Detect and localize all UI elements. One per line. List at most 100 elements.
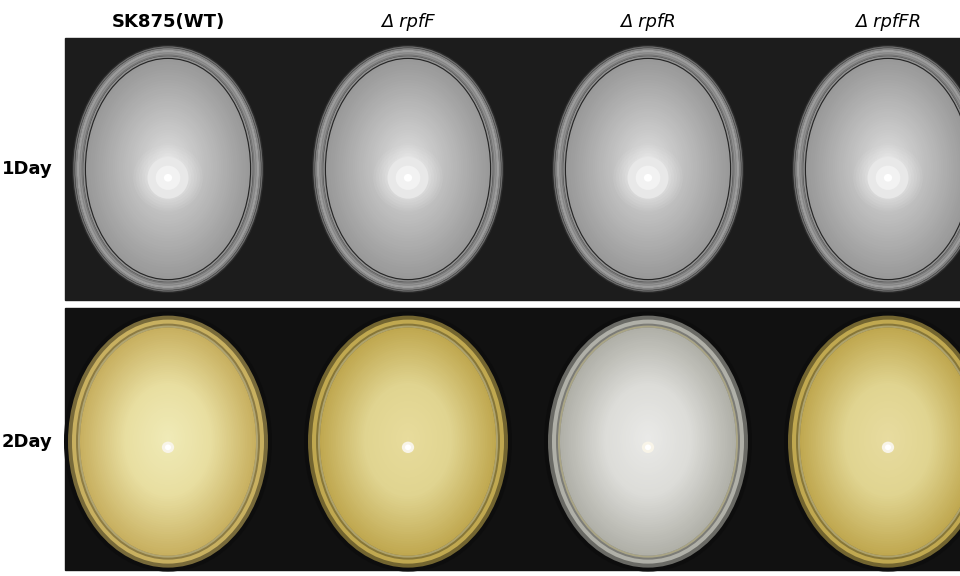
Ellipse shape [396, 166, 420, 190]
Ellipse shape [361, 378, 455, 502]
Ellipse shape [857, 124, 919, 207]
Ellipse shape [149, 414, 187, 464]
Ellipse shape [369, 114, 447, 218]
Ellipse shape [583, 80, 713, 256]
Ellipse shape [367, 111, 449, 221]
Ellipse shape [868, 158, 908, 197]
Ellipse shape [101, 354, 235, 528]
Ellipse shape [359, 376, 457, 504]
Ellipse shape [154, 164, 182, 192]
Ellipse shape [853, 119, 923, 213]
Text: 2Day: 2Day [2, 433, 53, 450]
Ellipse shape [874, 145, 902, 184]
Ellipse shape [607, 111, 689, 221]
Ellipse shape [587, 361, 709, 520]
Ellipse shape [796, 324, 960, 560]
Ellipse shape [126, 385, 210, 495]
Ellipse shape [139, 150, 197, 205]
Ellipse shape [835, 372, 941, 509]
Ellipse shape [334, 70, 482, 267]
Ellipse shape [877, 150, 899, 178]
Ellipse shape [636, 167, 660, 189]
Ellipse shape [872, 143, 904, 187]
Ellipse shape [808, 62, 960, 276]
Ellipse shape [392, 143, 424, 187]
Ellipse shape [564, 332, 732, 551]
Ellipse shape [626, 135, 670, 195]
Ellipse shape [94, 70, 242, 267]
Ellipse shape [886, 176, 890, 180]
Ellipse shape [597, 98, 699, 236]
Ellipse shape [882, 156, 894, 172]
Ellipse shape [394, 420, 422, 457]
Ellipse shape [823, 80, 953, 256]
Ellipse shape [788, 316, 960, 567]
Ellipse shape [352, 93, 464, 241]
Text: SK875(WT): SK875(WT) [111, 13, 225, 31]
Ellipse shape [612, 116, 684, 215]
Ellipse shape [615, 122, 681, 210]
Ellipse shape [162, 172, 174, 183]
Ellipse shape [859, 127, 917, 204]
Ellipse shape [401, 429, 415, 448]
Ellipse shape [852, 394, 924, 485]
Ellipse shape [132, 394, 204, 485]
Ellipse shape [828, 363, 948, 518]
Ellipse shape [117, 98, 219, 236]
Ellipse shape [379, 127, 437, 204]
Ellipse shape [350, 90, 466, 244]
Ellipse shape [142, 405, 194, 473]
Ellipse shape [87, 336, 249, 546]
Ellipse shape [632, 418, 664, 459]
Ellipse shape [634, 420, 662, 457]
Ellipse shape [154, 420, 182, 457]
Ellipse shape [846, 385, 930, 495]
Ellipse shape [870, 140, 906, 190]
Ellipse shape [312, 320, 504, 564]
Ellipse shape [84, 332, 252, 551]
Ellipse shape [587, 85, 709, 250]
Ellipse shape [164, 174, 172, 181]
Ellipse shape [109, 365, 227, 516]
Ellipse shape [876, 148, 900, 181]
Ellipse shape [338, 75, 478, 262]
Ellipse shape [611, 392, 685, 487]
Ellipse shape [641, 429, 655, 448]
Ellipse shape [552, 45, 744, 293]
Ellipse shape [639, 153, 657, 175]
Ellipse shape [612, 394, 684, 485]
Ellipse shape [562, 330, 734, 554]
Ellipse shape [345, 359, 471, 523]
Ellipse shape [879, 169, 897, 186]
Ellipse shape [357, 374, 459, 506]
Ellipse shape [818, 350, 958, 532]
Ellipse shape [803, 56, 960, 282]
Ellipse shape [617, 124, 679, 207]
Ellipse shape [130, 389, 206, 490]
Ellipse shape [406, 436, 410, 441]
Ellipse shape [304, 312, 512, 571]
Ellipse shape [816, 72, 960, 264]
Ellipse shape [147, 412, 189, 467]
Ellipse shape [872, 418, 904, 459]
Ellipse shape [341, 354, 475, 528]
Ellipse shape [590, 90, 706, 244]
Ellipse shape [383, 132, 433, 198]
Ellipse shape [810, 341, 960, 541]
Ellipse shape [101, 77, 235, 259]
Ellipse shape [623, 132, 673, 198]
Ellipse shape [159, 169, 177, 186]
Ellipse shape [406, 176, 410, 180]
Ellipse shape [565, 334, 731, 548]
Ellipse shape [862, 153, 914, 203]
Ellipse shape [162, 156, 174, 172]
Ellipse shape [100, 352, 236, 530]
Ellipse shape [605, 109, 691, 224]
Ellipse shape [121, 104, 215, 230]
Ellipse shape [141, 130, 195, 201]
Text: Δ rpfFR: Δ rpfFR [855, 13, 921, 31]
Ellipse shape [143, 132, 193, 198]
Ellipse shape [406, 161, 410, 166]
Ellipse shape [404, 158, 412, 169]
Ellipse shape [88, 62, 248, 276]
